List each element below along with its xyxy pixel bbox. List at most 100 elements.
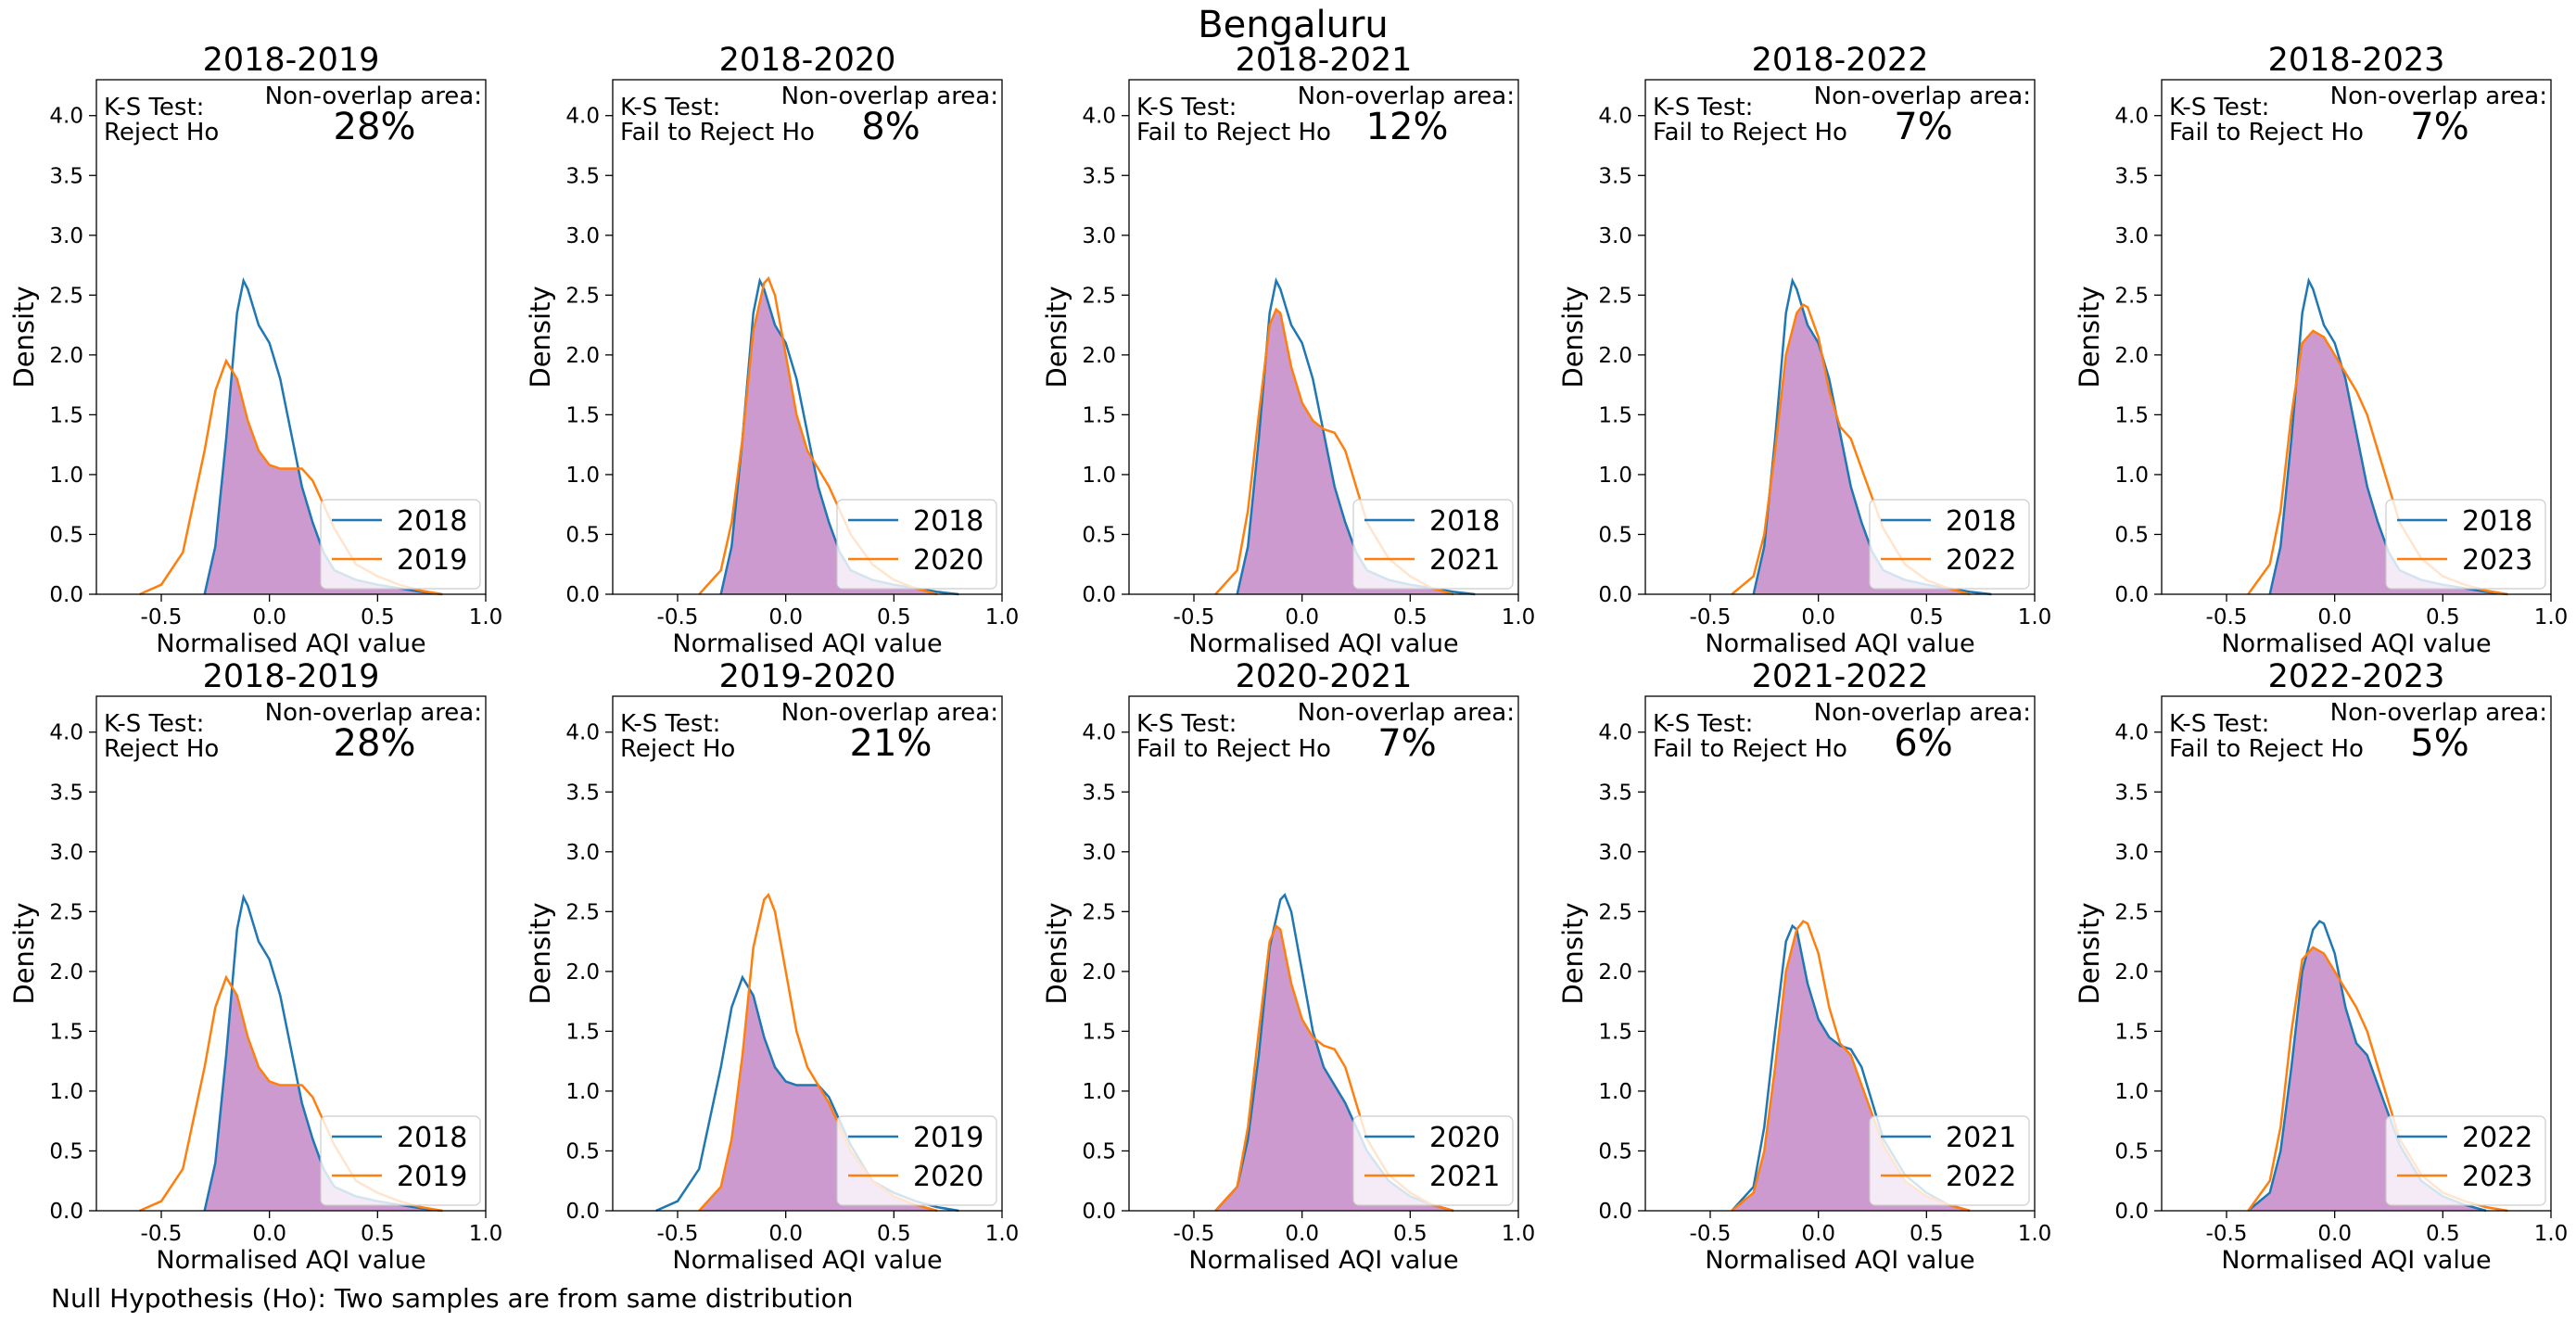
y-tick-label: 0.5 [49, 523, 83, 547]
y-axis-label: Density [1041, 902, 1072, 1004]
x-tick-label: 0.0 [252, 1222, 286, 1246]
legend-box [836, 1115, 997, 1206]
legend-box [320, 499, 481, 590]
ks-test-result: Reject Ho [104, 119, 219, 146]
ks-test-result: Fail to Reject Ho [620, 119, 815, 146]
y-tick-label: 0.5 [1082, 1139, 1116, 1163]
y-tick-label: 0.5 [1598, 523, 1632, 547]
x-tick-label: 0.5 [2426, 605, 2460, 629]
y-tick-label: 3.5 [1598, 781, 1632, 805]
plot-frame [2161, 79, 2552, 595]
legend-box [1352, 499, 1514, 590]
ks-test-label: K-S Test: [620, 94, 720, 121]
x-tick-label: 0.0 [2317, 605, 2352, 629]
nonoverlap-value: 28% [334, 106, 416, 148]
y-tick-label: 0.0 [1598, 583, 1632, 607]
panel-title: 2021-2022 [1752, 658, 1929, 695]
x-tick-label: 0.0 [1285, 605, 1319, 629]
y-tick-label: 2.5 [1082, 900, 1116, 924]
plot-frame [95, 79, 487, 595]
x-tick-label: 1.0 [469, 605, 503, 629]
y-tick-label: 1.0 [2114, 1080, 2149, 1104]
y-tick-label: 2.0 [1082, 344, 1116, 368]
legend-entry: 2021 [1946, 1122, 2016, 1154]
y-tick-label: 1.5 [565, 1020, 600, 1044]
panel-title: 2018-2019 [203, 658, 380, 695]
plot-frame [1644, 695, 2036, 1212]
x-axis-label: Normalised AQI value [2221, 1246, 2491, 1275]
y-tick-label: 2.5 [1082, 284, 1116, 308]
y-tick-label: 1.5 [1082, 1020, 1116, 1044]
legend-entry: 2019 [913, 1122, 983, 1154]
ks-test-label: K-S Test: [1653, 94, 1753, 121]
nonoverlap-value: 21% [850, 722, 933, 765]
x-tick-label: -0.5 [141, 1222, 183, 1246]
y-tick-label: 3.5 [49, 781, 83, 805]
nonoverlap-label: Non-overlap area: [1298, 699, 1515, 727]
y-tick-label: 0.5 [49, 1139, 83, 1163]
x-tick-label: 0.5 [1393, 605, 1428, 629]
legend-entry: 2020 [913, 1161, 983, 1193]
x-tick-label: -0.5 [657, 605, 699, 629]
x-tick-label: 0.5 [877, 1222, 911, 1246]
y-tick-label: 4.0 [49, 721, 83, 745]
y-tick-label: 1.0 [1082, 1080, 1116, 1104]
nonoverlap-label: Non-overlap area: [2330, 83, 2547, 110]
x-tick-label: 0.0 [768, 1222, 803, 1246]
plot-frame [1644, 79, 2036, 595]
x-tick-label: 0.5 [361, 605, 395, 629]
x-axis-label: Normalised AQI value [156, 629, 425, 658]
plot-frame [95, 695, 487, 1212]
y-tick-label: 4.0 [1598, 105, 1632, 129]
y-tick-label: 0.0 [565, 1200, 600, 1224]
chart-panel: 0.0 0.5 1.0 1.5 2.0 2.5 3.0 3.5 4.0 -0.5 0.0 0.5 1.0… [1041, 42, 1535, 658]
overlap-area [1215, 926, 1453, 1211]
y-tick-label: 1.5 [1598, 403, 1632, 427]
y-tick-label: 2.5 [1598, 900, 1632, 924]
panel-title: 2018-2020 [719, 42, 896, 79]
x-tick-label: -0.5 [657, 1222, 699, 1246]
y-tick-label: 2.0 [49, 344, 83, 368]
x-tick-label: 0.5 [877, 605, 911, 629]
legend-entry: 2023 [2462, 1161, 2532, 1193]
y-tick-label: 1.5 [565, 403, 600, 427]
panel-title: 2018-2022 [1752, 42, 1929, 79]
legend-box [1869, 499, 2030, 590]
plot-frame [612, 79, 1003, 595]
legend-entry: 2021 [1429, 1161, 1500, 1193]
x-tick-label: 0.5 [2426, 1222, 2460, 1246]
ks-test-label: K-S Test: [1653, 710, 1753, 738]
y-tick-label: 1.5 [49, 403, 83, 427]
legend-box [2385, 499, 2546, 590]
figure-footnote: Null Hypothesis (Ho): Two samples are fr… [51, 1283, 854, 1314]
nonoverlap-value: 12% [1366, 106, 1449, 148]
chart-panel: 0.0 0.5 1.0 1.5 2.0 2.5 3.0 3.5 4.0 -0.5 0.0 0.5 1.0… [525, 42, 1019, 658]
y-tick-label: 3.0 [1082, 841, 1116, 865]
y-axis-label: Density [8, 902, 40, 1004]
y-tick-label: 4.0 [565, 721, 600, 745]
x-tick-label: 1.0 [2018, 1222, 2052, 1246]
y-tick-label: 0.0 [1082, 583, 1116, 607]
ks-test-result: Fail to Reject Ho [1136, 119, 1331, 146]
y-tick-label: 0.0 [2114, 1200, 2149, 1224]
x-tick-label: 0.5 [1393, 1222, 1428, 1246]
legend-entry: 2018 [2462, 505, 2532, 538]
ks-test-label: K-S Test: [104, 710, 204, 738]
y-tick-label: 2.0 [565, 344, 600, 368]
legend-box [2385, 1115, 2546, 1206]
legend-entry: 2018 [1946, 505, 2016, 538]
plot-frame [1128, 79, 1519, 595]
y-axis-label: Density [2074, 286, 2105, 388]
legend-entry: 2021 [1429, 544, 1500, 577]
y-tick-label: 3.5 [565, 164, 600, 188]
y-tick-label: 4.0 [1598, 721, 1632, 745]
legend-entry: 2022 [1946, 1161, 2016, 1193]
overlap-area [1215, 310, 1476, 594]
nonoverlap-value: 7% [1377, 722, 1436, 765]
y-tick-label: 3.5 [49, 164, 83, 188]
nonoverlap-label: Non-overlap area: [265, 699, 482, 727]
y-tick-label: 0.0 [1598, 1200, 1632, 1224]
ks-test-label: K-S Test: [1136, 94, 1237, 121]
y-tick-label: 0.0 [49, 583, 83, 607]
